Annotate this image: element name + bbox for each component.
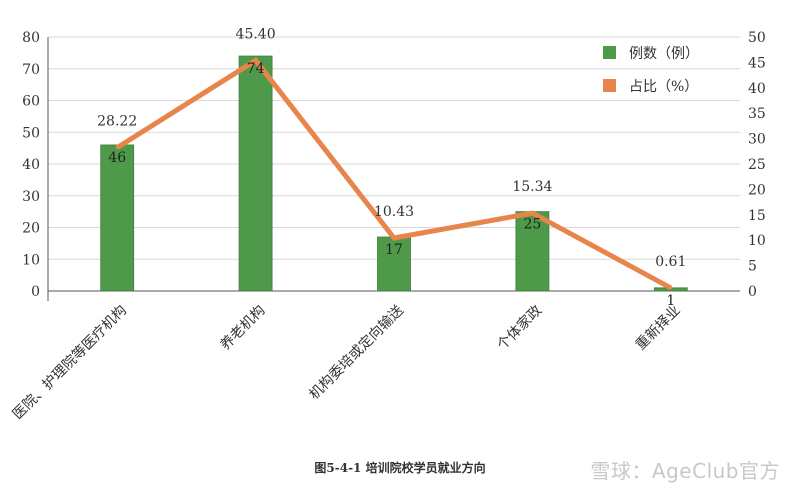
bar-value-label: 17 — [385, 242, 403, 258]
bar-value-label: 25 — [523, 217, 541, 233]
y-right-tick-label: 0 — [748, 284, 757, 300]
line-point — [530, 211, 534, 215]
y-right-tick-label: 25 — [748, 157, 766, 173]
x-category-label: 医院、护理院等医疗机构 — [9, 302, 130, 423]
line-point — [254, 58, 258, 62]
y-left-tick-label: 70 — [22, 62, 40, 78]
y-right-tick-label: 35 — [748, 106, 766, 122]
bar-value-label: 1 — [666, 293, 675, 309]
y-left-tick-label: 10 — [22, 252, 40, 268]
y-right-tick-label: 15 — [748, 208, 766, 224]
y-left-tick-label: 60 — [22, 94, 40, 110]
y-left-tick-label: 40 — [22, 157, 40, 173]
y-right-tick-label: 5 — [748, 259, 757, 275]
bar — [515, 211, 550, 292]
bar-series — [100, 55, 688, 292]
x-category-label: 养老机构 — [218, 303, 269, 354]
line-point — [669, 286, 673, 290]
y-left-tick-label: 20 — [22, 221, 40, 237]
x-category-label: 个体家政 — [494, 302, 546, 354]
gridlines — [48, 36, 740, 260]
y-left-tick-label: 80 — [22, 30, 40, 46]
y-right-tick-label: 10 — [748, 233, 766, 249]
legend-label-line: 占比（%） — [629, 79, 698, 95]
y-right-tick-label: 20 — [748, 182, 766, 198]
line-point — [392, 236, 396, 240]
legend-label-bar: 例数（例） — [629, 46, 699, 62]
data-labels: 46 74 17 25 1 28.22 45.40 10.43 15.34 0.61 — [97, 26, 686, 308]
line-value-label: 10.43 — [374, 204, 414, 220]
watermark: 雪球：AgeClub官方 — [590, 459, 780, 483]
y-right-tick-label: 30 — [748, 132, 766, 148]
y-left-tick-label: 50 — [22, 125, 40, 141]
line-value-label: 45.40 — [236, 26, 276, 42]
line-series — [115, 57, 673, 291]
line-value-label: 15.34 — [512, 179, 552, 195]
y-right-tick-label: 40 — [748, 81, 766, 97]
y-left-tick-label: 30 — [22, 189, 40, 205]
line-point — [115, 146, 119, 150]
y-right-tick-label: 50 — [748, 30, 766, 46]
bar — [100, 144, 135, 292]
y-right-tick-label: 45 — [748, 55, 766, 71]
legend-swatch-line — [603, 79, 616, 92]
bar — [238, 55, 273, 292]
legend: 例数（例） 占比（%） — [603, 46, 699, 95]
chart-caption: 图5-4-1 培训院校学员就业方向 — [314, 461, 486, 475]
legend-swatch-bar — [603, 46, 616, 59]
line-value-label: 28.22 — [97, 114, 137, 130]
bar-value-label: 74 — [247, 61, 265, 77]
x-category-label: 机构委培或定向输送 — [306, 303, 406, 403]
x-category-label: 重新择业 — [633, 303, 684, 354]
y-left-tick-label: 0 — [31, 284, 40, 300]
line-value-label: 0.61 — [655, 254, 686, 270]
bar — [377, 236, 411, 292]
bar-value-label: 46 — [108, 150, 126, 166]
